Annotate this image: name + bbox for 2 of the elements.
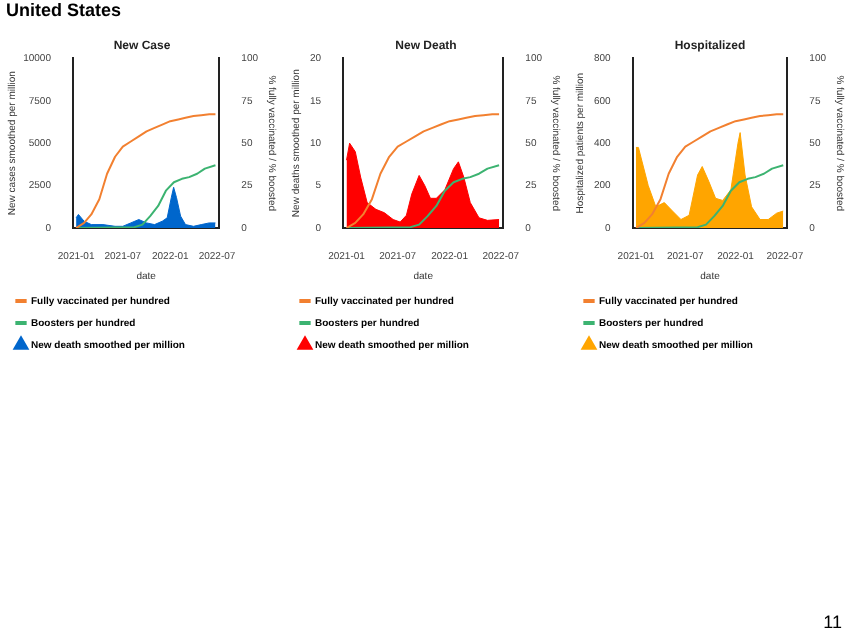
text: 11 [823,612,842,632]
text: United States [6,0,122,20]
